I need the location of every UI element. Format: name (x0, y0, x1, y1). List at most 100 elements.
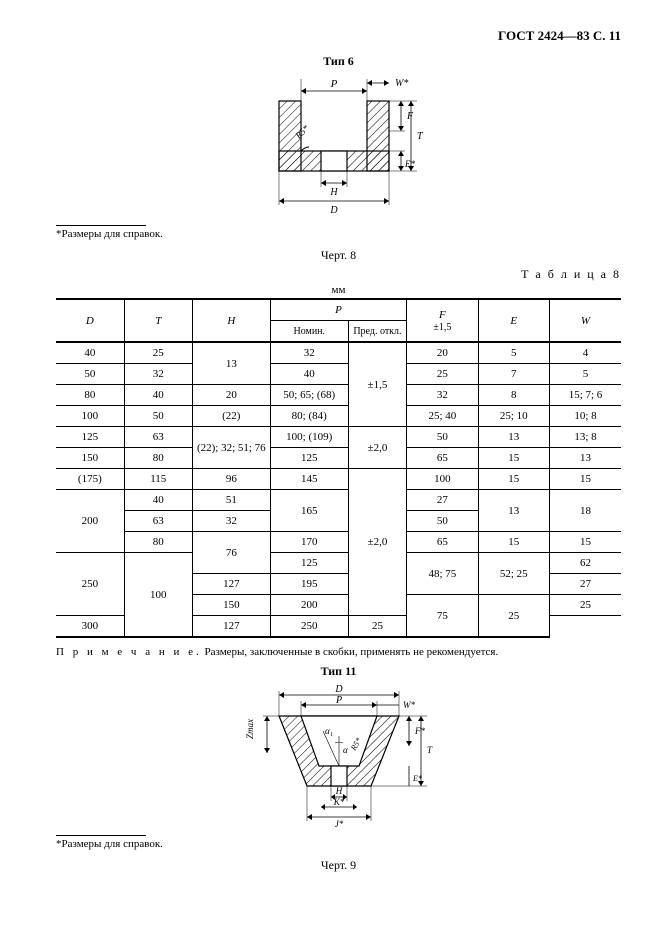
col-D: D (56, 299, 124, 342)
svg-text:D: D (334, 684, 343, 695)
table-cell: 96 (192, 469, 270, 490)
svg-text:K*: K* (332, 797, 344, 807)
footnote-1: *Размеры для справок. (56, 228, 621, 240)
table-cell: 32 (270, 342, 348, 364)
table-cell: (22); 32; 51; 76 (192, 427, 270, 469)
footnote-2: *Размеры для справок. (56, 838, 621, 850)
fig6-diagram: P W* F T E* R5* H D (249, 71, 429, 221)
table-cell: 20 (407, 342, 478, 364)
col-F: F±1,5 (407, 299, 478, 342)
table-cell: 50 (407, 427, 478, 448)
table-cell: 80 (124, 448, 192, 469)
svg-text:W*: W* (403, 700, 415, 710)
col-P: P (270, 299, 406, 321)
table-8: D T H P F±1,5 E W Номин. Пред. откл. 402… (56, 298, 621, 638)
table-cell: 150 (56, 448, 124, 469)
table-cell: 125 (270, 448, 348, 469)
table-cell: 15 (478, 448, 549, 469)
fig11-title: Тип 11 (56, 664, 621, 679)
svg-text:P: P (329, 78, 337, 90)
table-cell: 40 (56, 342, 124, 364)
col-E: E (478, 299, 549, 342)
table-cell: 40 (124, 385, 192, 406)
table-cell: 65 (407, 532, 478, 553)
table-cell: 25 (478, 595, 549, 638)
table-cell: 15; 7; 6 (550, 385, 622, 406)
table-cell: 25 (550, 595, 622, 616)
table8-label: Т а б л и ц а 8 (56, 267, 621, 282)
table-cell: 195 (270, 574, 348, 595)
table-cell: 50; 65; (68) (270, 385, 348, 406)
table-cell: (175) (56, 469, 124, 490)
table-cell: 25; 10 (478, 406, 549, 427)
svg-text:α: α (343, 745, 348, 755)
table-cell: 4 (550, 342, 622, 364)
table-cell: 200 (270, 595, 348, 616)
col-H: H (192, 299, 270, 342)
col-P-nom: Номин. (270, 321, 348, 343)
svg-text:E*: E* (404, 159, 415, 169)
table-cell: 15 (478, 532, 549, 553)
footnote-rule-1 (56, 225, 146, 226)
table-cell: 8 (478, 385, 549, 406)
table-cell: 13 (478, 490, 549, 532)
col-P-dev: Пред. откл. (348, 321, 406, 343)
table-cell: 52; 25 (478, 553, 549, 595)
svg-text:F*: F* (414, 726, 425, 736)
table-cell: 65 (407, 448, 478, 469)
footnote-rule-2 (56, 835, 146, 836)
table-cell: 50 (56, 364, 124, 385)
table-cell: 50 (124, 406, 192, 427)
table-cell: 127 (192, 616, 270, 638)
table-cell: 15 (550, 469, 622, 490)
table-cell: 100 (124, 553, 192, 638)
svg-text:T: T (417, 131, 424, 142)
table-cell: 165 (270, 490, 348, 532)
table-cell: 13 (550, 448, 622, 469)
table-cell: 50 (407, 511, 478, 532)
table-cell: 63 (124, 511, 192, 532)
table-cell: 13; 8 (550, 427, 622, 448)
table-cell: (22) (192, 406, 270, 427)
table-cell: 7 (478, 364, 549, 385)
svg-text:Zmax: Zmax (245, 719, 255, 739)
table-cell: 300 (56, 616, 124, 638)
table-cell: 51 (192, 490, 270, 511)
table-cell: 125 (270, 553, 348, 574)
table-cell: 5 (478, 342, 549, 364)
table-cell: 76 (192, 532, 270, 574)
table-cell: 100; (109) (270, 427, 348, 448)
table-cell: 25; 40 (407, 406, 478, 427)
fig11-diagram: D P W* Zmax F* T E* α₁ α R5* H K* J* (239, 681, 439, 831)
table-cell: ±2,0 (348, 427, 406, 469)
svg-text:W*: W* (395, 78, 408, 89)
table-cell: 250 (270, 616, 348, 638)
table-cell: 100 (56, 406, 124, 427)
table-cell: ±2,0 (348, 469, 406, 616)
svg-text:J*: J* (334, 819, 343, 829)
table-cell: 100 (407, 469, 478, 490)
table-cell: 48; 75 (407, 553, 478, 595)
col-T: T (124, 299, 192, 342)
svg-text:P: P (334, 695, 341, 706)
table8-note: П р и м е ч а н и е. Размеры, заключенны… (56, 646, 621, 658)
table-cell: 5 (550, 364, 622, 385)
svg-text:E*: E* (412, 774, 422, 783)
table-cell: 13 (192, 342, 270, 385)
table-cell: 40 (270, 364, 348, 385)
table-cell: 170 (270, 532, 348, 553)
table-cell: 115 (124, 469, 192, 490)
table-cell: ±1,5 (348, 342, 406, 427)
table-cell: 127 (192, 574, 270, 595)
table-cell: 18 (550, 490, 622, 532)
table-cell: 250 (56, 553, 124, 616)
caption-8: Черт. 8 (56, 248, 621, 263)
table-cell: 40 (124, 490, 192, 511)
table-cell: 150 (192, 595, 270, 616)
table8-unit: мм (56, 284, 621, 296)
table-cell: 27 (407, 490, 478, 511)
table-cell: 63 (124, 427, 192, 448)
table-cell: 200 (56, 490, 124, 553)
svg-text:D: D (329, 205, 338, 216)
table-cell: 145 (270, 469, 348, 490)
